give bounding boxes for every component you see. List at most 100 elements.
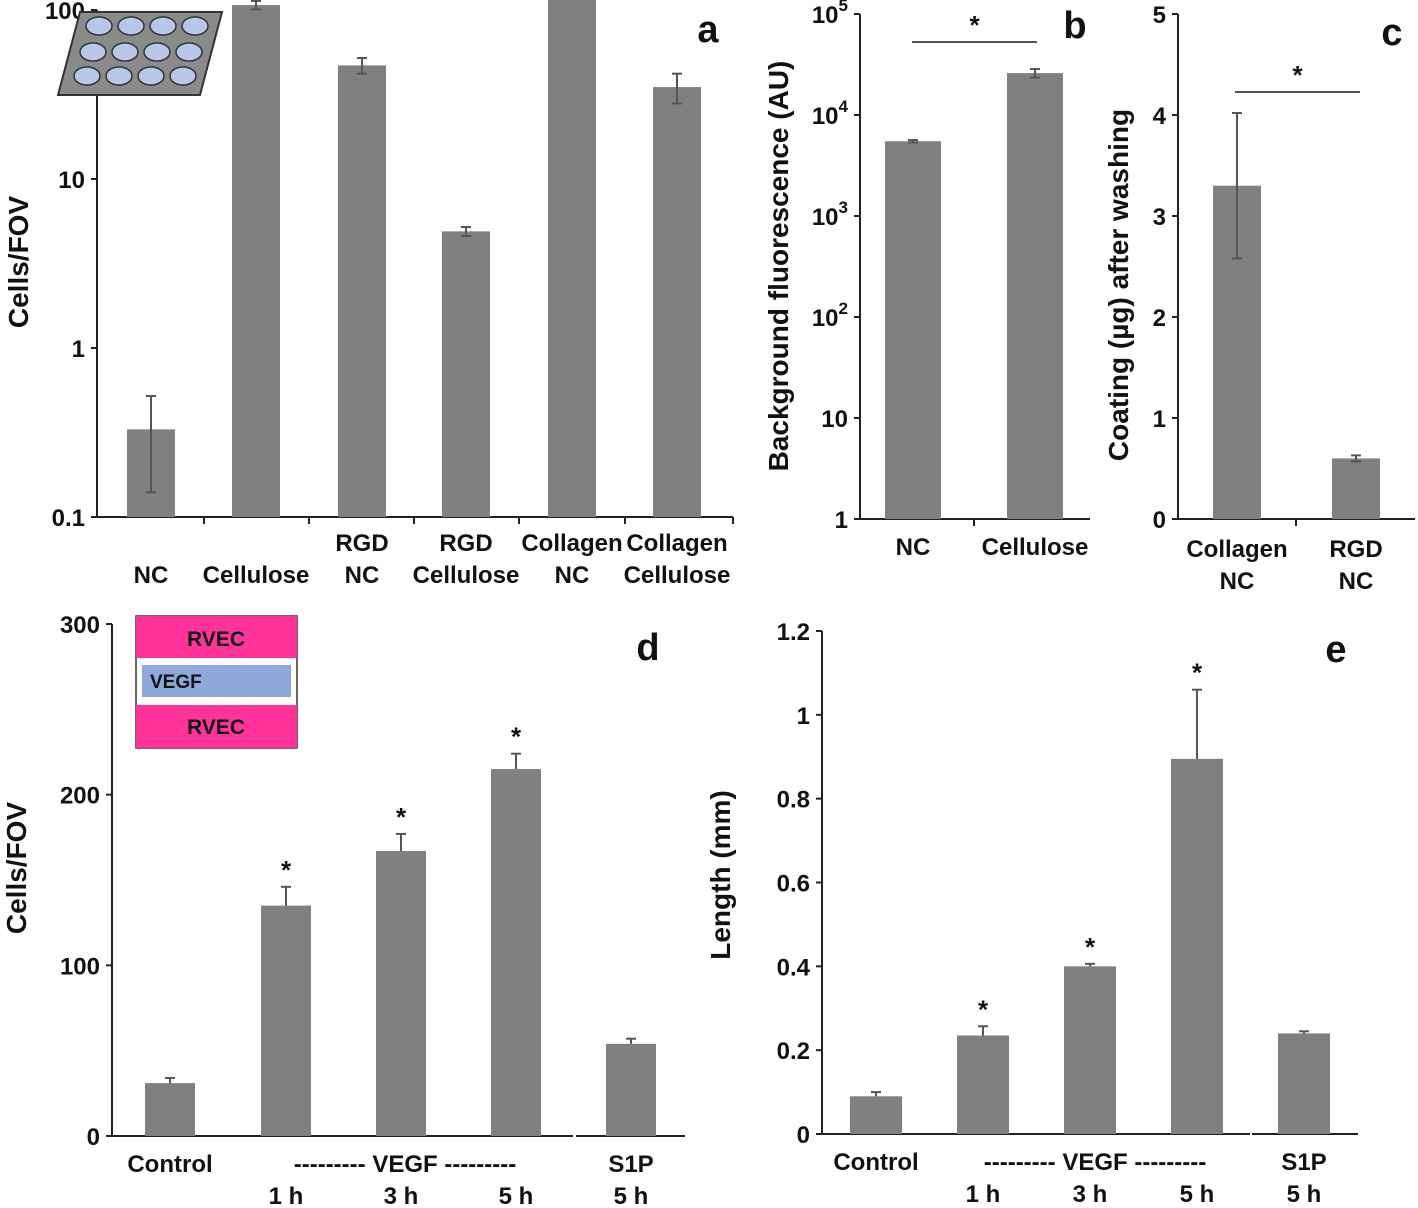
well bbox=[149, 16, 177, 36]
well bbox=[85, 16, 113, 36]
panel-letter: b bbox=[1063, 5, 1086, 47]
bar bbox=[1278, 1033, 1330, 1134]
x-category-label: NC bbox=[555, 562, 590, 589]
x-category-label: 5 h bbox=[614, 1183, 649, 1208]
panel-letter: c bbox=[1381, 12, 1402, 54]
x-category-label: RGD bbox=[1329, 536, 1382, 563]
rvec-bottom-band bbox=[136, 705, 297, 748]
bar bbox=[1007, 73, 1063, 519]
x-category-label: 5 h bbox=[499, 1183, 534, 1208]
y-tick-label: 104 bbox=[812, 97, 849, 130]
vegf-group-label: --------- VEGF --------- bbox=[294, 1151, 517, 1178]
y-tick-label: 102 bbox=[812, 299, 848, 332]
significance-star: * bbox=[1292, 60, 1303, 90]
y-tick-label: 2 bbox=[1153, 305, 1166, 332]
significance-star: * bbox=[396, 802, 407, 832]
significance-star: * bbox=[969, 10, 980, 40]
x-category-label: Cellulose bbox=[624, 562, 731, 589]
y-tick-base: 10 bbox=[812, 204, 839, 231]
bar bbox=[491, 769, 541, 1136]
y-tick-label: 0.8 bbox=[777, 787, 810, 814]
bar bbox=[338, 65, 386, 517]
y-tick-label: 3 bbox=[1153, 204, 1166, 231]
well bbox=[169, 66, 197, 86]
well bbox=[137, 66, 165, 86]
x-category-label: Collagen bbox=[1186, 536, 1287, 563]
x-category-label: 1 h bbox=[269, 1183, 304, 1208]
bar bbox=[885, 141, 941, 519]
y-axis-label: Coating (µg) after washing bbox=[1103, 109, 1134, 461]
x-category-label: 5 h bbox=[1287, 1181, 1322, 1208]
bar bbox=[653, 87, 701, 518]
bar bbox=[957, 1035, 1009, 1134]
panel-d: 0 100 200 300 * * * Control --------- VEGF -----… bbox=[1, 612, 685, 1208]
inset-label-bottom: RVEC bbox=[187, 716, 245, 739]
x-category-label: NC bbox=[345, 562, 380, 589]
y-axis-label: Background fluorescence (AU) bbox=[763, 61, 794, 472]
y-tick-label: 1 bbox=[1153, 406, 1166, 433]
y-tick-label: 300 bbox=[60, 612, 100, 639]
y-tick-label: 200 bbox=[60, 783, 100, 810]
well bbox=[105, 66, 133, 86]
well bbox=[117, 16, 145, 36]
x-category-label: Cellulose bbox=[982, 534, 1089, 561]
y-axis-label: Cells/FOV bbox=[1, 802, 32, 935]
y-axis-label: Length (mm) bbox=[705, 790, 736, 960]
bar bbox=[1064, 966, 1116, 1134]
y-tick-label: 1 bbox=[797, 703, 810, 730]
y-tick-label: 1 bbox=[72, 336, 85, 363]
well bbox=[143, 42, 171, 62]
panel-e: 0 0.2 0.4 0.6 0.8 1 1.2 * * * Control --------- VEG… bbox=[705, 619, 1358, 1208]
well bbox=[73, 66, 101, 86]
y-tick-label: 5 bbox=[1153, 2, 1166, 29]
bar bbox=[548, 0, 596, 518]
well bbox=[111, 42, 139, 62]
y-tick-base: 1 bbox=[835, 507, 848, 534]
bar bbox=[1171, 758, 1223, 1134]
bar bbox=[606, 1043, 656, 1136]
significance-star: * bbox=[511, 722, 522, 752]
significance-star: * bbox=[1085, 932, 1096, 962]
bar bbox=[145, 1083, 195, 1136]
y-tick-label: 4 bbox=[1153, 103, 1167, 130]
y-tick-base: 10 bbox=[812, 2, 839, 29]
x-category-label: 1 h bbox=[966, 1181, 1001, 1208]
y-tick-base: 10 bbox=[812, 103, 839, 130]
x-category-label: 5 h bbox=[1180, 1181, 1215, 1208]
x-category-label: Collagen bbox=[626, 530, 727, 557]
significance-star: * bbox=[1192, 658, 1203, 688]
x-category-label: RGD bbox=[439, 530, 492, 557]
y-tick-label: 0 bbox=[1153, 507, 1166, 534]
significance-star: * bbox=[281, 855, 292, 885]
x-category-label: 3 h bbox=[384, 1183, 419, 1208]
well bbox=[79, 42, 107, 62]
y-tick-label: 10 bbox=[821, 406, 848, 433]
bar bbox=[442, 231, 490, 517]
y-tick-label: 0.6 bbox=[777, 871, 810, 898]
inset-label-middle: VEGF bbox=[150, 672, 202, 693]
x-category-label: S1P bbox=[608, 1151, 653, 1178]
y-tick-label: 0.1 bbox=[52, 505, 85, 532]
panel-letter: e bbox=[1325, 629, 1346, 671]
inset-label-top: RVEC bbox=[187, 628, 245, 651]
x-category-label: RGD bbox=[335, 530, 388, 557]
y-tick-label: 1 bbox=[835, 507, 848, 534]
y-tick-label: 0.4 bbox=[777, 954, 811, 981]
x-category-label: Cellulose bbox=[413, 562, 520, 589]
y-axis-label: Cells/FOV bbox=[3, 196, 34, 329]
panel-letter: a bbox=[697, 9, 719, 51]
multiwell-plate-icon bbox=[56, 11, 224, 96]
x-category-label: NC bbox=[896, 534, 931, 561]
y-tick-label: 100 bbox=[60, 953, 100, 980]
well bbox=[181, 16, 209, 36]
significance-star: * bbox=[978, 994, 989, 1024]
y-tick-label: 103 bbox=[812, 198, 848, 231]
bar bbox=[850, 1096, 902, 1134]
y-tick-base: 10 bbox=[821, 406, 848, 433]
y-tick-exponent: 2 bbox=[839, 299, 848, 318]
x-category-label: Cellulose bbox=[203, 562, 310, 589]
bar bbox=[232, 5, 280, 517]
y-tick-exponent: 4 bbox=[839, 97, 849, 116]
